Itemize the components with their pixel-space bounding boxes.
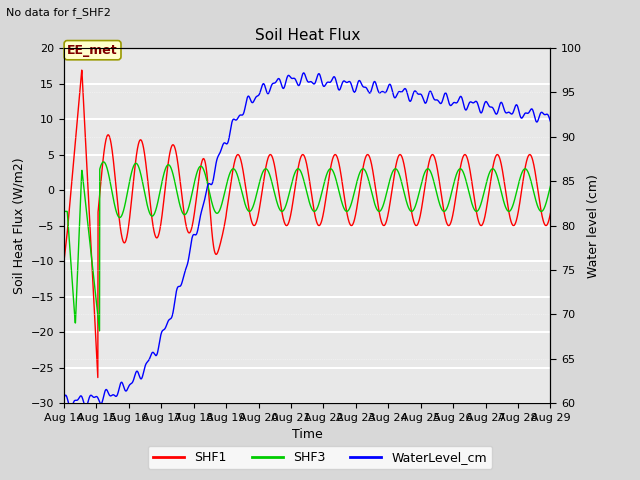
Text: No data for f_SHF2: No data for f_SHF2 (6, 7, 111, 18)
X-axis label: Time: Time (292, 429, 323, 442)
Legend: SHF1, SHF3, WaterLevel_cm: SHF1, SHF3, WaterLevel_cm (148, 446, 492, 469)
Y-axis label: Soil Heat Flux (W/m2): Soil Heat Flux (W/m2) (12, 157, 25, 294)
Y-axis label: Water level (cm): Water level (cm) (588, 174, 600, 277)
Title: Soil Heat Flux: Soil Heat Flux (255, 28, 360, 43)
Text: EE_met: EE_met (67, 44, 118, 57)
